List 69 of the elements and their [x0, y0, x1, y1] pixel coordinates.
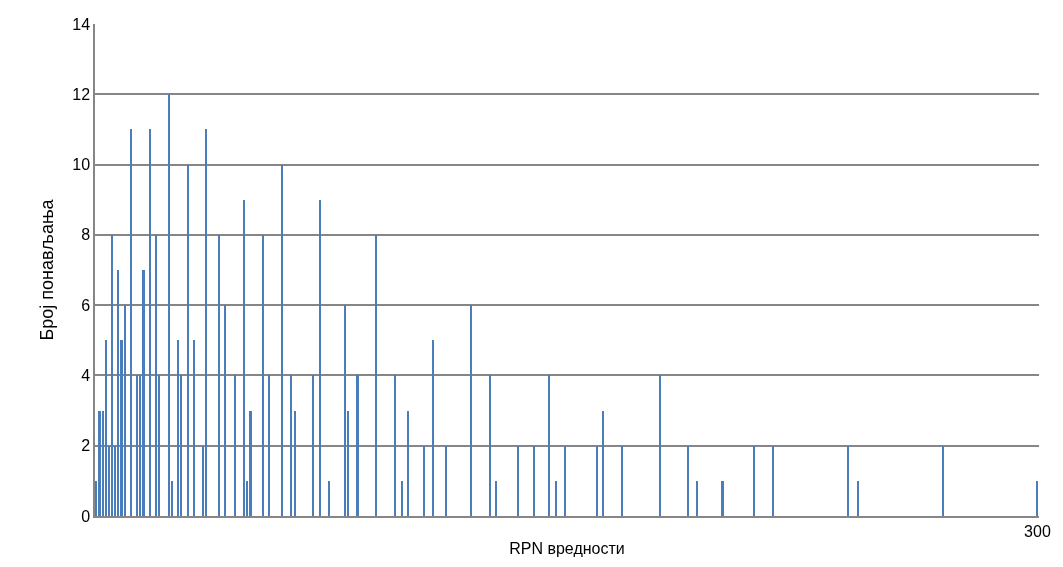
- y-tick-label: 4: [81, 367, 91, 385]
- y-tick-label: 12: [72, 85, 91, 103]
- bar: [432, 340, 434, 516]
- bar: [489, 375, 491, 516]
- bar: [942, 446, 944, 516]
- bar: [621, 446, 623, 516]
- bar: [243, 200, 245, 516]
- bar: [602, 411, 604, 516]
- bar: [721, 481, 724, 516]
- bar: [517, 446, 519, 516]
- bar: [753, 446, 755, 516]
- bar: [205, 129, 207, 516]
- bar: [268, 375, 270, 516]
- bar: [555, 481, 557, 516]
- bar: [659, 375, 661, 516]
- bar: [495, 481, 497, 516]
- bar: [224, 305, 226, 516]
- bar: [1036, 481, 1038, 516]
- bar: [193, 340, 195, 516]
- bar: [772, 446, 774, 516]
- bar: [687, 446, 689, 516]
- bar: [149, 129, 151, 516]
- bar: [375, 235, 377, 516]
- bar: [105, 340, 107, 516]
- bar: [177, 340, 179, 516]
- y-tick-label: 2: [81, 437, 91, 455]
- bar: [319, 200, 321, 516]
- y-axis-title: Број понављања: [36, 198, 57, 341]
- x-tick-label: 300: [1024, 522, 1051, 540]
- bar: [124, 305, 126, 516]
- bar: [312, 375, 314, 516]
- bar: [168, 94, 170, 516]
- y-tick-label: 10: [72, 156, 91, 174]
- bar: [548, 375, 550, 516]
- bar: [281, 165, 283, 516]
- x-axis-title: RPN вредности: [509, 540, 625, 558]
- bar: [857, 481, 859, 516]
- bar: [130, 129, 132, 516]
- y-tick-label: 8: [81, 226, 91, 244]
- y-tick-label: 0: [81, 507, 91, 525]
- bar: [407, 411, 409, 516]
- bar: [98, 411, 101, 516]
- bar: [290, 375, 292, 516]
- bar: [328, 481, 330, 516]
- bar: [847, 446, 849, 516]
- bar: [470, 305, 472, 516]
- bar: [218, 235, 220, 516]
- bar: [249, 411, 252, 516]
- bar: [356, 375, 359, 516]
- bar: [401, 481, 403, 516]
- bar: [423, 446, 425, 516]
- bar: [696, 481, 698, 516]
- bar: [533, 446, 535, 516]
- bar: [262, 235, 264, 516]
- bar: [564, 446, 566, 516]
- bar: [596, 446, 598, 516]
- bar: [445, 446, 447, 516]
- y-tick-label: 6: [81, 296, 91, 314]
- y-tick-label: 14: [72, 15, 91, 33]
- bar: [111, 235, 113, 516]
- bar: [344, 305, 346, 516]
- bar: [155, 235, 157, 516]
- bar: [136, 375, 138, 516]
- bar: [234, 375, 236, 516]
- bar: [294, 411, 296, 516]
- bar: [117, 270, 119, 516]
- bar: [394, 375, 396, 516]
- bar: [142, 270, 145, 516]
- bar: [187, 165, 189, 516]
